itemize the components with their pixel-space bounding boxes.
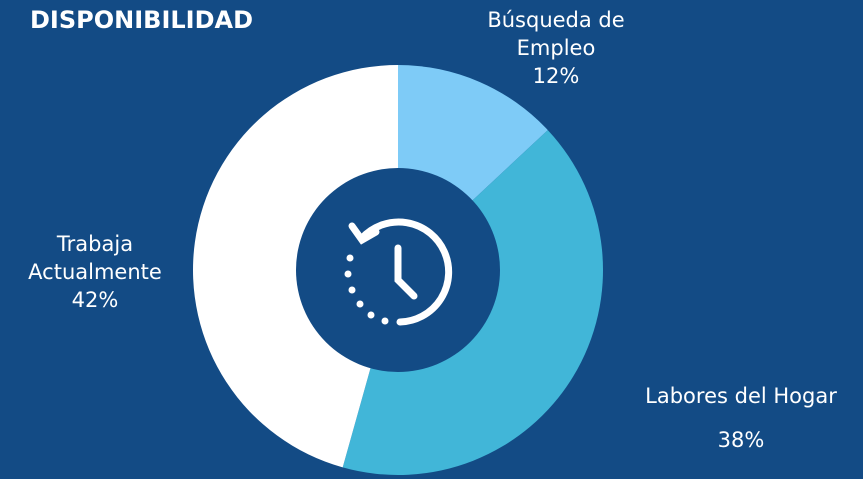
category-label: Búsqueda de Empleo [487, 8, 625, 60]
category-label: Trabaja Actualmente [28, 232, 162, 284]
slice [192, 65, 398, 468]
value-label: 38% [717, 428, 765, 452]
chart-title: DISPONIBILIDAD [30, 6, 254, 34]
value-label: 42% [71, 288, 119, 312]
slice-label: Trabaja Actualmente 42% [15, 230, 175, 314]
slice-label: Búsqueda de Empleo 12% [486, 6, 626, 90]
slice-label: Labores del Hogar 38% [616, 374, 863, 462]
category-label: Labores del Hogar [645, 384, 837, 408]
clock-icon [344, 218, 453, 326]
value-label: 12% [532, 64, 580, 88]
